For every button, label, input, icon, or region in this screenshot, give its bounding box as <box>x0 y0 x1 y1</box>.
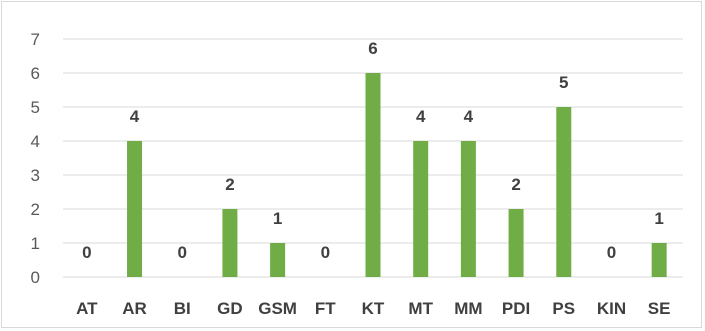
data-label-ar: 4 <box>130 107 140 126</box>
y-tick-label-0: 0 <box>31 268 40 287</box>
x-tick-label-ft: FT <box>315 299 336 318</box>
bar-se <box>651 243 667 277</box>
data-label-pdi: 2 <box>511 175 520 194</box>
bar-pdi <box>508 209 524 277</box>
data-label-bi: 0 <box>177 243 186 262</box>
data-label-ft: 0 <box>321 243 330 262</box>
data-label-gsm: 1 <box>273 209 282 228</box>
x-tick-label-mt: MT <box>408 299 433 318</box>
data-label-se: 1 <box>654 209 663 228</box>
x-tick-label-gsm: GSM <box>258 299 297 318</box>
x-tick-label-kt: KT <box>362 299 385 318</box>
data-label-kt: 6 <box>368 39 377 58</box>
y-tick-label-1: 1 <box>31 234 40 253</box>
y-tick-label-5: 5 <box>31 98 40 117</box>
bar-ps <box>556 107 572 277</box>
bar-mt <box>413 141 429 277</box>
y-tick-label-6: 6 <box>31 64 40 83</box>
x-tick-label-ps: PS <box>552 299 575 318</box>
data-label-mm: 4 <box>464 107 474 126</box>
x-tick-label-at: AT <box>76 299 98 318</box>
x-tick-label-kin: KIN <box>597 299 626 318</box>
data-label-kin: 0 <box>607 243 616 262</box>
data-label-gd: 2 <box>225 175 234 194</box>
y-tick-label-2: 2 <box>31 200 40 219</box>
x-tick-label-se: SE <box>648 299 671 318</box>
bar-ar <box>127 141 143 277</box>
data-label-mt: 4 <box>416 107 426 126</box>
y-tick-label-3: 3 <box>31 166 40 185</box>
bar-mm <box>460 141 476 277</box>
data-label-ps: 5 <box>559 73 568 92</box>
data-label-at: 0 <box>82 243 91 262</box>
x-tick-label-bi: BI <box>174 299 191 318</box>
bar-kt <box>365 73 381 277</box>
x-tick-label-gd: GD <box>217 299 243 318</box>
x-tick-label-mm: MM <box>454 299 482 318</box>
bar-gd <box>222 209 238 277</box>
x-tick-label-pdi: PDI <box>502 299 530 318</box>
bar-gsm <box>270 243 286 277</box>
y-tick-label-4: 4 <box>31 132 40 151</box>
y-tick-label-7: 7 <box>31 30 40 49</box>
x-tick-label-ar: AR <box>122 299 147 318</box>
